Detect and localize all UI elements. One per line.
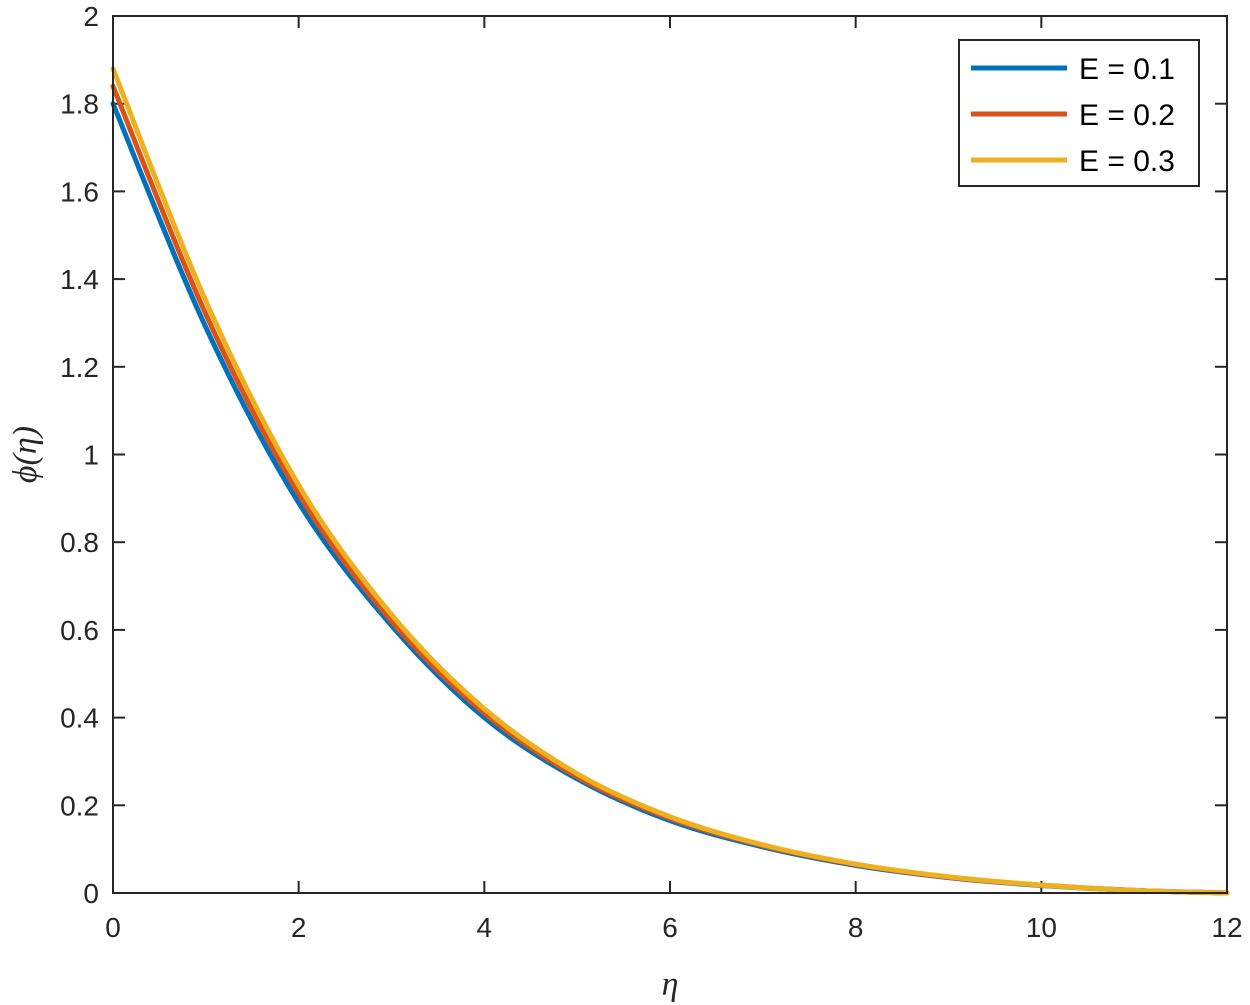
y-tick-label: 1.4 [60, 264, 99, 295]
legend-label-3: E = 0.3 [1079, 145, 1175, 178]
x-axis-ticks: 0 2 4 6 8 10 12 [105, 16, 1243, 943]
x-tick-label: 2 [291, 912, 307, 943]
x-tick-label: 4 [477, 912, 493, 943]
series-lines [110, 66, 1230, 896]
y-tick-label: 0.4 [60, 703, 99, 734]
y-tick-label: 0.2 [60, 790, 99, 821]
y-tick-label: 1.8 [60, 89, 99, 120]
plot-frame [112, 15, 1228, 894]
y-tick-label: 0.6 [60, 615, 99, 646]
legend-label-2: E = 0.2 [1079, 99, 1175, 132]
y-axis-label: ϕ(η) [7, 426, 44, 483]
x-tick-label: 6 [662, 912, 678, 943]
y-tick-label: 1.2 [60, 352, 99, 383]
series-line-3 [110, 66, 1230, 896]
x-tick-label: 8 [848, 912, 864, 943]
x-tick-label: 12 [1211, 912, 1242, 943]
x-tick-label: 10 [1026, 912, 1057, 943]
y-tick-label: 2 [83, 1, 99, 32]
y-axis-ticks: 0 0.2 0.4 0.6 0.8 1 1.2 1.4 1.6 1.8 2 [60, 1, 1227, 909]
legend-label-1: E = 0.1 [1079, 53, 1175, 86]
y-tick-label: 0 [83, 878, 99, 909]
y-tick-label: 1.6 [60, 176, 99, 207]
y-tick-label: 1 [83, 440, 99, 471]
legend: E = 0.1 E = 0.2 E = 0.3 [958, 39, 1200, 187]
x-axis-label: η [662, 966, 679, 1003]
x-tick-label: 0 [105, 912, 121, 943]
y-tick-label: 0.8 [60, 527, 99, 558]
